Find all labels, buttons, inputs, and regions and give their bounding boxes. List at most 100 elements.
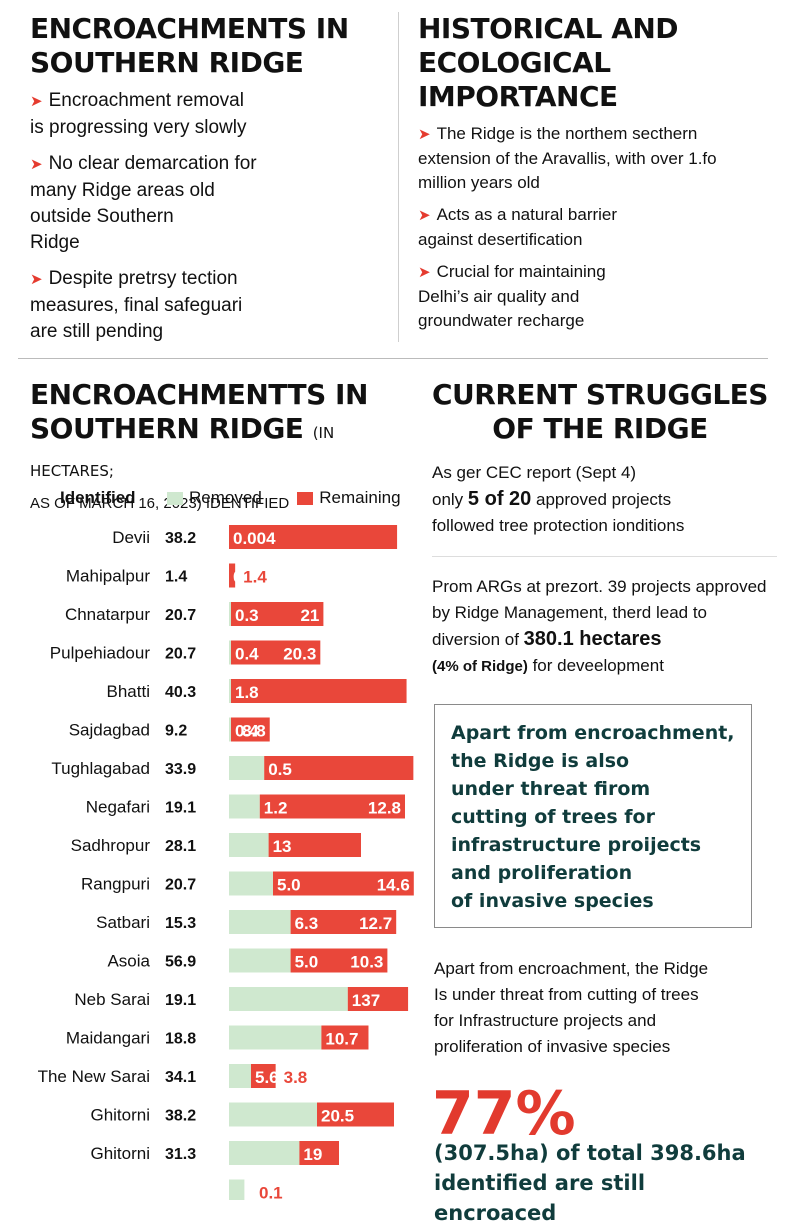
bar-removed [229,948,291,973]
top-left-bullet-2-line-4: Ridge [30,232,80,253]
legend-removed-swatch [167,492,184,506]
top-left-title-line1: ENCROACHMENTS IN [30,12,349,45]
bar-remaining [264,756,414,780]
identified-value: 40.3 [165,684,196,701]
cec-line1: As ger CEC report (Sept 4) [432,463,637,482]
callout-line-2: the Ridge is also [451,750,630,772]
row-label: Tughlagabad [51,759,150,778]
top-right-bullets: ➤ The Ridge is the northem secthern extens… [418,122,788,333]
arrow-icon: ➤ [418,264,431,281]
threat-line-2: Is under threat from cutting of trees [434,985,699,1004]
cec-line2: only 5 of 20 approved projects [432,486,782,513]
bar-data-label: 12.7 [359,914,392,933]
threat-line-4: proliferation of invasive species [434,1037,671,1056]
diversion-hectares: 380.1 hectares [523,628,662,650]
cec-post: approved projects [531,490,672,509]
bar-remaining [251,1064,276,1088]
identified-value: 56.9 [165,954,196,971]
bar-removed [229,833,269,857]
right-column: CURRENT STRUGGLES OF THE RIDGE As ger CE… [432,378,782,539]
row-label: Chnatarpur [65,605,150,624]
chart-legend: Identified Removed Remaining [60,488,401,508]
chart-heading: ENCROACHMENTTS IN SOUTHERN RIDGE (IN HEC… [30,378,420,514]
top-right-bullet-2-line-1: Acts as a natural barrier [436,205,618,224]
bar-data-label: 12.8 [368,799,401,818]
bar-remaining [290,910,397,934]
bar-data-label: 3.8 [284,1068,308,1087]
bar-data-label: 10.3 [350,953,383,972]
arrow-icon: ➤ [30,93,43,110]
top-left-bullet-3-line-3: are still pending [30,321,164,342]
bar-data-label: 0.4 [235,722,259,741]
bar-removed [229,987,348,1011]
arrow-icon: ➤ [418,126,431,143]
diversion-paragraph: Prom ARGs at prezort. 39 projects approv… [432,574,782,680]
arrow-icon: ➤ [418,207,431,224]
legend-remaining-swatch [297,492,314,506]
bar-remaining [321,1025,369,1050]
row-label: Asoia [107,952,150,971]
bar-removed [229,602,231,626]
top-right-section: HISTORICAL AND ECOLOGICAL IMPORTANCE ➤ Th… [418,12,788,341]
identified-value: 20.7 [165,877,196,894]
top-right-title: HISTORICAL AND ECOLOGICAL IMPORTANCE [418,12,788,114]
bar-data-label: 19 [303,1145,322,1164]
top-left-section: ENCROACHMENTS IN SOUTHERN RIDGE ➤ Encroac… [30,12,390,355]
bar-data-label: 8.8 [242,722,266,741]
row-label: Maidangari [66,1029,150,1048]
top-right-bullet-1: ➤ The Ridge is the northem secthern extens… [418,122,788,195]
threat-line-3: for Infrastructure projects and [434,1011,657,1030]
bar-data-label: 1.4 [243,568,267,587]
row-label: Sadhropur [71,836,151,855]
bar-data-label: 6.3 [295,914,319,933]
bar-removed [229,910,291,934]
top-right-bullet-3-line-1: Crucial for maintaining [436,262,606,281]
identified-value: 34.1 [165,1069,196,1086]
identified-value: 20.7 [165,607,196,624]
legend-identified-label: Identified [60,488,136,507]
bar-removed [229,1025,322,1050]
top-left-bullets: ➤ Encroachment removal is progressing very… [30,88,390,345]
top-left-bullet-1: ➤ Encroachment removal is progressing very… [30,88,390,141]
top-right-bullet-1-line-3: million years old [418,173,540,192]
row-label: Sajdagbad [69,721,150,740]
bar-removed [229,1179,245,1200]
bar-data-label: 0 [233,568,242,587]
bar-data-label: 1.8 [235,683,259,702]
row-label: Ghitorni [90,1106,150,1125]
bar-removed [229,794,260,819]
identified-value: 33.9 [165,761,196,778]
big-caption-line1: (307.5ha) of total 398.6ha [434,1141,746,1165]
diversion-percent: (4% of Ridge) [432,658,528,675]
right-title-line1: CURRENT STRUGGLES [432,378,768,411]
bar-data-label: 0.1 [259,1184,283,1201]
bar-data-label: 0.5 [268,760,292,779]
right-divider [432,556,777,557]
big-caption-line2: identified are still encroaced [434,1171,646,1225]
big-percentage: 77% [432,1079,576,1149]
callout-line-6: and proliferation [451,862,633,884]
bar-remaining [299,1141,339,1165]
threat-callout-box: Apart from encroachment, the Ridge is als… [434,704,752,928]
diversion-line1: Prom ARGs at prezort. 39 projects approv… [432,577,767,596]
bar-data-label: 0.3 [235,606,259,625]
callout-line-5: infrastructure proijects [451,834,702,856]
identified-value: 1.4 [165,569,187,586]
bar-remaining [229,525,398,549]
row-label: Mahipalpur [66,567,150,586]
top-left-bullet-2-line-1: No clear demarcation for [48,153,257,174]
bar-data-label: 137 [352,991,380,1010]
top-left-bullet-1-line-1: Encroachment removal [48,90,244,111]
diversion-post: for deveelopment [527,656,664,675]
callout-line-7: of invasive species [451,890,654,912]
bar-remaining [231,717,270,742]
top-right-bullet-3: ➤ Crucial for maintaining Delhi’s air qual… [418,260,788,333]
chart-title: ENCROACHMENTTS IN SOUTHERN RIDGE (IN HEC… [30,378,420,488]
identified-value: 31.3 [165,1146,196,1163]
bar-data-label: 0.004 [233,529,276,548]
legend-removed-label: Removed [189,488,262,507]
row-label: The New Sarai [38,1067,150,1086]
callout-line-1: Apart from encroachment, [451,722,735,744]
diversion-line2: by Ridge Management, therd lead to [432,603,708,622]
